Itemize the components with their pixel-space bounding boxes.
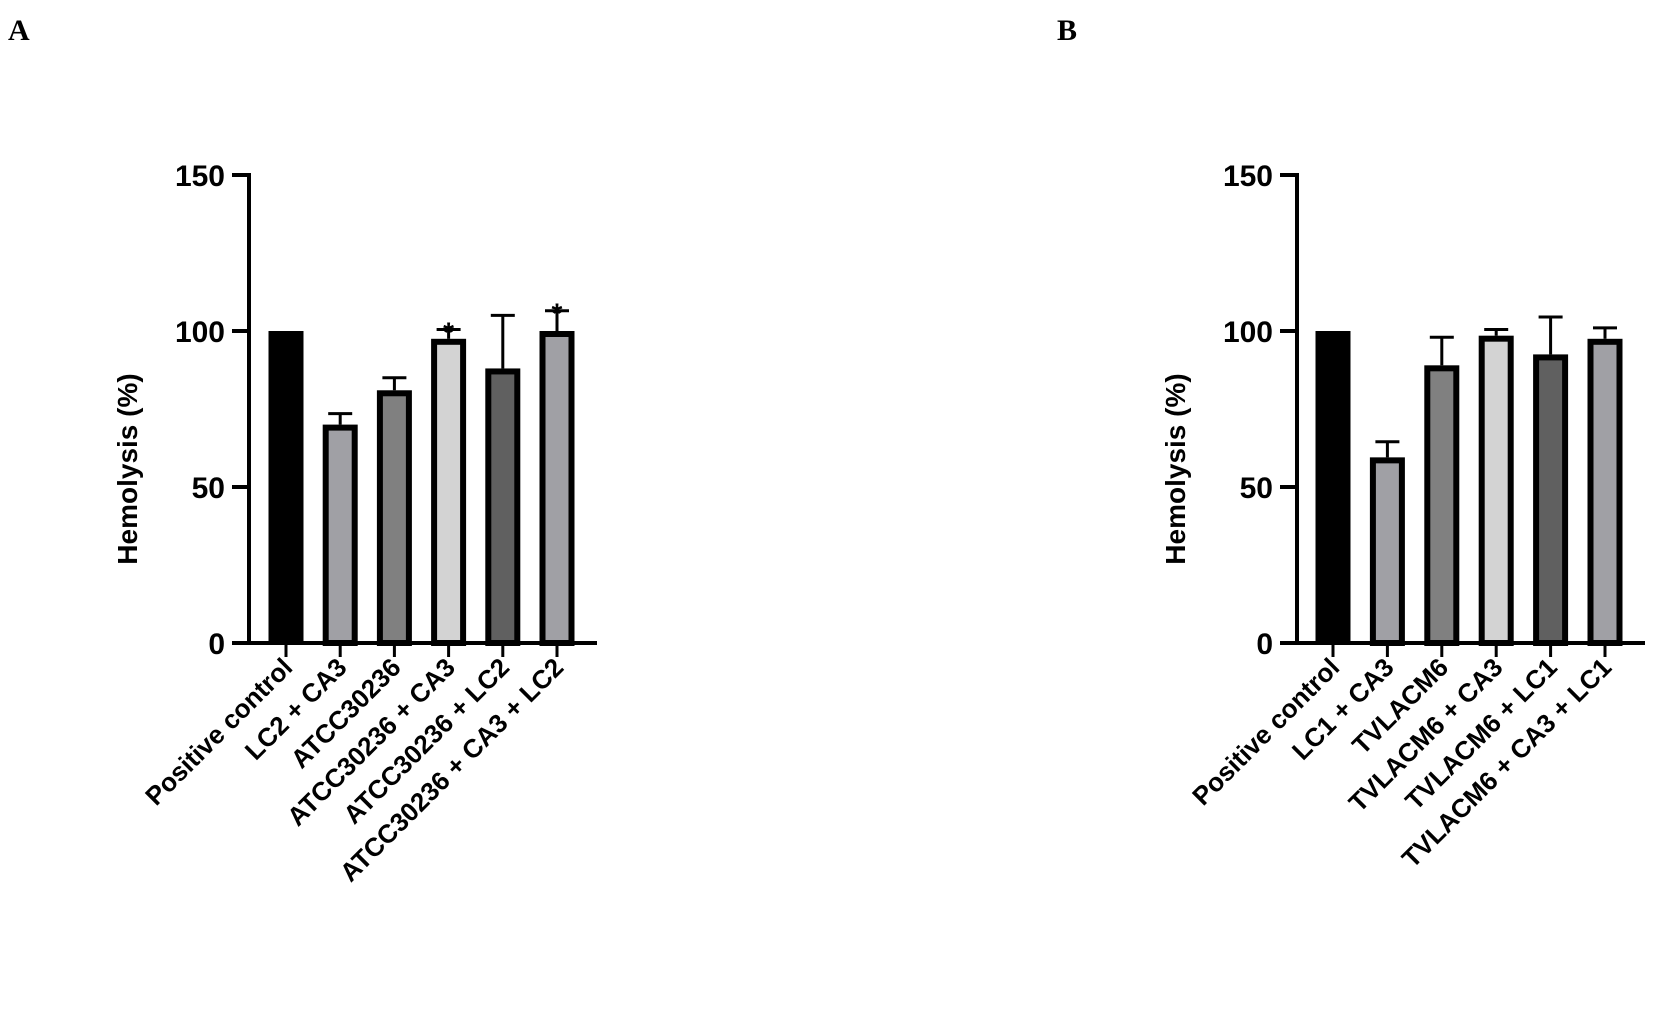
bar	[1424, 365, 1460, 646]
bar	[431, 338, 467, 646]
panel-label: A	[8, 14, 30, 47]
y-tick-label: 50	[1240, 472, 1273, 505]
bar	[1478, 335, 1514, 646]
bar	[322, 424, 358, 646]
bar	[1587, 338, 1623, 646]
y-axis-label: Hemolysis (%)	[1160, 373, 1191, 564]
y-tick-label: 150	[1223, 160, 1273, 193]
y-tick-label: 150	[175, 160, 225, 193]
y-tick-label: 0	[1256, 628, 1273, 661]
bar	[376, 390, 412, 646]
bar	[1315, 331, 1351, 643]
y-axis-label: Hemolysis (%)	[112, 373, 143, 564]
y-tick-label: 50	[192, 472, 225, 505]
significance-marker: *	[552, 298, 563, 329]
bar	[1533, 354, 1569, 646]
y-tick-label: 0	[208, 628, 225, 661]
y-tick-label: 100	[175, 316, 225, 349]
panel-label: B	[1057, 14, 1077, 47]
significance-marker: *	[443, 316, 454, 347]
bar	[1369, 457, 1405, 646]
y-tick-label: 100	[1223, 316, 1273, 349]
bar	[268, 331, 304, 643]
bar	[539, 331, 575, 646]
bar	[485, 368, 521, 646]
